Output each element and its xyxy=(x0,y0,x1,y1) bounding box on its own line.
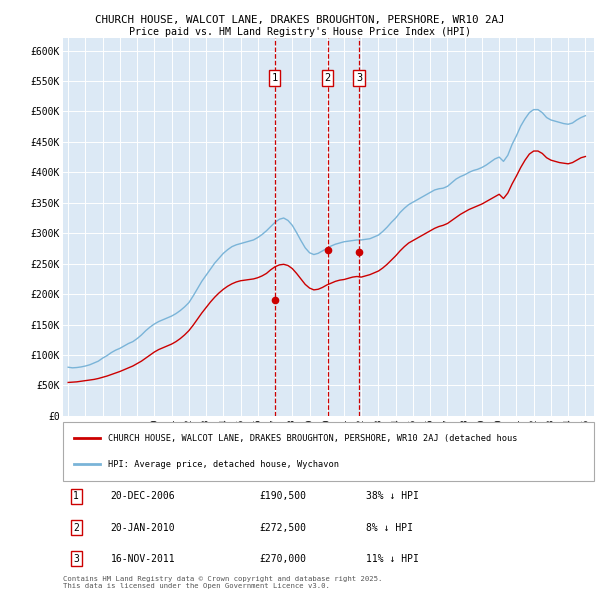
Text: 8% ↓ HPI: 8% ↓ HPI xyxy=(365,523,413,533)
Text: £272,500: £272,500 xyxy=(259,523,307,533)
Text: 16-NOV-2011: 16-NOV-2011 xyxy=(111,554,175,564)
FancyBboxPatch shape xyxy=(63,422,594,481)
Text: 11% ↓ HPI: 11% ↓ HPI xyxy=(365,554,419,564)
Text: 2: 2 xyxy=(325,73,331,83)
Text: 1: 1 xyxy=(271,73,278,83)
Text: 1: 1 xyxy=(73,491,79,502)
Text: 20-JAN-2010: 20-JAN-2010 xyxy=(111,523,175,533)
Text: 38% ↓ HPI: 38% ↓ HPI xyxy=(365,491,419,502)
Text: CHURCH HOUSE, WALCOT LANE, DRAKES BROUGHTON, PERSHORE, WR10 2AJ: CHURCH HOUSE, WALCOT LANE, DRAKES BROUGH… xyxy=(95,15,505,25)
Text: £190,500: £190,500 xyxy=(259,491,307,502)
Text: 20-DEC-2006: 20-DEC-2006 xyxy=(111,491,175,502)
Text: £270,000: £270,000 xyxy=(259,554,307,564)
Text: 2: 2 xyxy=(73,523,79,533)
Text: Price paid vs. HM Land Registry's House Price Index (HPI): Price paid vs. HM Land Registry's House … xyxy=(129,27,471,37)
Text: 3: 3 xyxy=(356,73,362,83)
Text: Contains HM Land Registry data © Crown copyright and database right 2025.
This d: Contains HM Land Registry data © Crown c… xyxy=(63,576,382,589)
Text: CHURCH HOUSE, WALCOT LANE, DRAKES BROUGHTON, PERSHORE, WR10 2AJ (detached hous: CHURCH HOUSE, WALCOT LANE, DRAKES BROUGH… xyxy=(108,434,518,443)
Text: HPI: Average price, detached house, Wychavon: HPI: Average price, detached house, Wych… xyxy=(108,460,339,469)
Text: 3: 3 xyxy=(73,554,79,564)
